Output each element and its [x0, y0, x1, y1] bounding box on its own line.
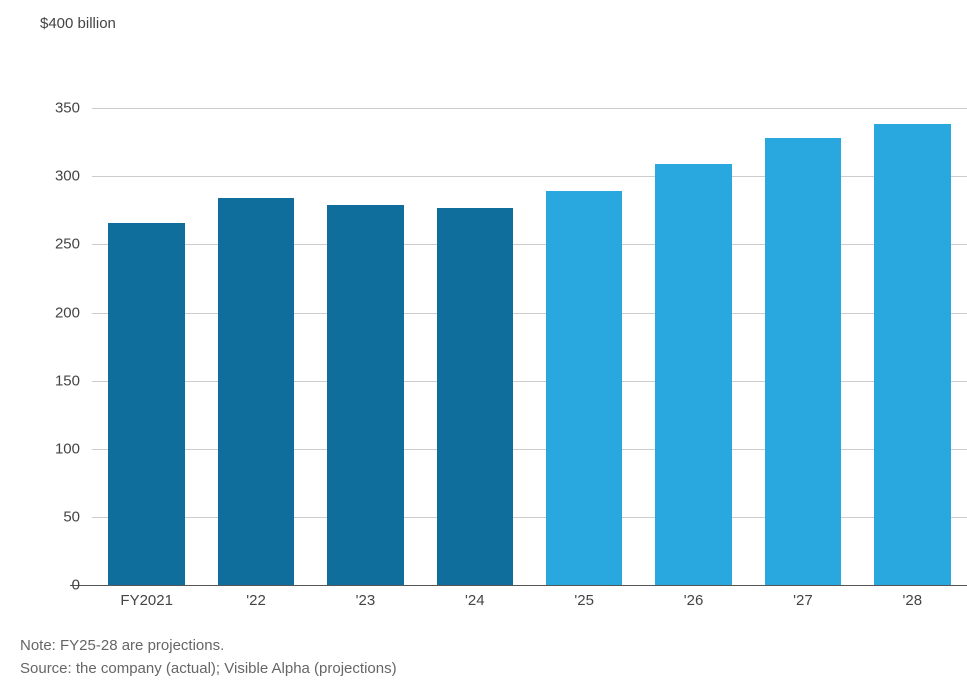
x-tick-label: '25	[574, 592, 594, 609]
bar	[874, 124, 951, 585]
x-tick-label: '28	[903, 592, 923, 609]
bar	[437, 208, 514, 585]
bar	[546, 191, 623, 585]
bar	[765, 138, 842, 585]
bar	[327, 205, 404, 585]
y-tick-label: 250	[55, 236, 80, 253]
gridline	[70, 585, 967, 586]
y-axis-top-label: $400 billion	[40, 15, 116, 32]
x-tick-label: FY2021	[120, 592, 173, 609]
y-tick-label: 300	[55, 168, 80, 185]
footnote-source: Source: the company (actual); Visible Al…	[20, 658, 397, 681]
x-tick-label: '24	[465, 592, 485, 609]
bar	[108, 223, 185, 585]
x-axis-labels: FY2021 '22 '23 '24 '25 '26 '27 '28	[92, 592, 967, 612]
x-tick-label: '26	[684, 592, 704, 609]
x-tick-label: '23	[356, 592, 376, 609]
bars-layer	[92, 40, 967, 585]
y-tick-label: 100	[55, 440, 80, 457]
y-tick-label: 150	[55, 372, 80, 389]
bar-chart: $400 billion 0 50 100 150 200 250 300 350 FY202…	[20, 10, 947, 630]
chart-footnotes: Note: FY25-28 are projections. Source: t…	[20, 635, 397, 680]
y-tick-label: 200	[55, 304, 80, 321]
x-tick-label: '22	[246, 592, 266, 609]
plot-area: 050100150200250300350 FY2021'22'23'24'25…	[92, 40, 967, 605]
y-tick-label: 0	[72, 577, 80, 594]
bar	[218, 198, 295, 585]
y-tick-label: 350	[55, 100, 80, 117]
footnote-note: Note: FY25-28 are projections.	[20, 635, 397, 658]
x-tick-label: '27	[793, 592, 813, 609]
y-tick-label: 50	[63, 508, 80, 525]
bar	[655, 164, 732, 585]
